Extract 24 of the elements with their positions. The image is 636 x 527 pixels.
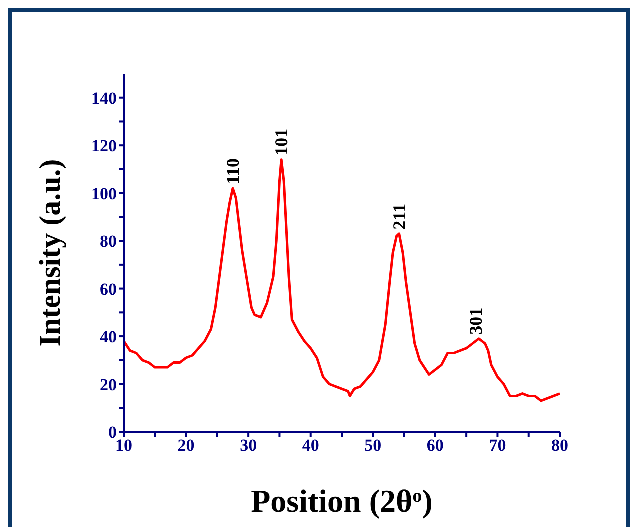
y-tick-label: 140 bbox=[92, 88, 117, 108]
page-border: Position (2θ$^{o}$) Intensity (a.u.) 110 101 211 301 10 20 30 40 50 60 70 80 0 20 40 60 80 100 120 140 bbox=[8, 8, 630, 527]
x-tick-label: 40 bbox=[302, 436, 320, 456]
x-tick-label: 60 bbox=[426, 436, 444, 456]
x-tick-label: 80 bbox=[552, 436, 568, 456]
y-tick-label: 120 bbox=[92, 136, 117, 156]
y-tick-label: 100 bbox=[92, 184, 117, 204]
line-series bbox=[124, 158, 560, 402]
y-tick-label: 40 bbox=[100, 328, 117, 347]
annotation: 110 bbox=[223, 158, 243, 185]
x-axis-title: Position (2θ$^{o}$) bbox=[251, 483, 433, 519]
annotation: 211 bbox=[389, 204, 410, 230]
annotation: 301 bbox=[466, 308, 486, 335]
y-axis-title: Intensity (a.u.) bbox=[34, 159, 66, 347]
x-tick-label: 50 bbox=[364, 436, 382, 456]
y-tick-label: 80 bbox=[100, 232, 117, 252]
y-tick-label: 20 bbox=[100, 375, 117, 394]
y-tick-label: 60 bbox=[100, 280, 117, 299]
x-tick-label: 10 bbox=[116, 436, 132, 456]
x-tick-label: 30 bbox=[240, 436, 258, 456]
x-tick-label: 70 bbox=[489, 436, 506, 456]
y-tick-label: 0 bbox=[108, 423, 117, 442]
annotation: 101 bbox=[272, 128, 292, 156]
x-tick-label: 20 bbox=[178, 436, 195, 456]
